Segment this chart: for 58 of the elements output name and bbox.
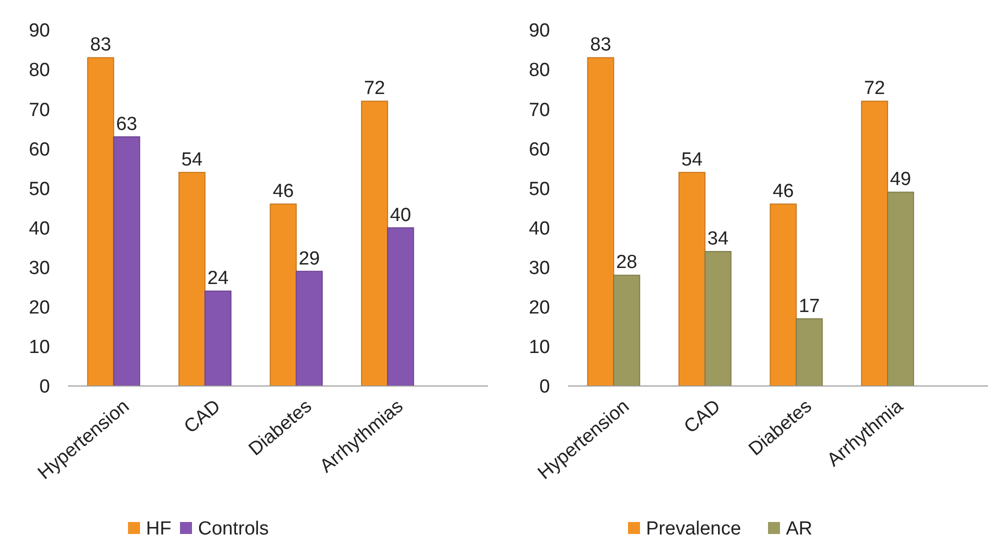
bar <box>678 172 706 386</box>
bar <box>887 192 914 386</box>
y-tick-label: 60 <box>28 139 50 160</box>
x-tick-label: CAD <box>180 396 225 438</box>
y-tick-label: 80 <box>528 60 550 82</box>
data-label: 46 <box>272 181 294 202</box>
y-tick-label: 30 <box>28 258 50 279</box>
y-tick-label: 40 <box>528 218 550 240</box>
y-tick-label: 10 <box>528 337 550 358</box>
data-label: 17 <box>798 296 820 317</box>
bar <box>178 172 206 386</box>
data-label: 83 <box>590 34 612 56</box>
y-tick-label: 20 <box>528 298 550 319</box>
legend-label: HF <box>146 518 172 540</box>
data-label: 29 <box>298 248 320 270</box>
bar <box>270 204 297 386</box>
bar <box>770 204 797 386</box>
data-label: 28 <box>616 252 638 274</box>
y-tick-label: 90 <box>528 20 550 42</box>
data-label: 46 <box>772 181 794 202</box>
y-tick-label: 0 <box>39 376 50 398</box>
data-label: 63 <box>116 114 138 135</box>
bar <box>361 100 388 386</box>
data-label: 72 <box>364 78 386 100</box>
y-tick-label: 20 <box>28 298 50 319</box>
y-tick-label: 70 <box>528 100 550 121</box>
y-tick-label: 50 <box>528 178 550 200</box>
legend-label: Prevalence <box>646 518 742 540</box>
bar <box>704 251 732 386</box>
data-label: 24 <box>207 268 229 290</box>
bar <box>204 290 232 386</box>
data-label: 40 <box>390 204 412 226</box>
bar <box>113 136 140 386</box>
bar <box>796 318 823 386</box>
y-tick-label: 60 <box>528 139 550 160</box>
data-label: 34 <box>707 228 729 250</box>
bar <box>587 57 614 386</box>
data-label: 54 <box>681 149 703 170</box>
legend-label: AR <box>786 518 812 540</box>
y-tick-label: 40 <box>28 218 50 240</box>
y-tick-label: 10 <box>28 337 50 358</box>
y-tick-label: 80 <box>28 60 50 82</box>
bar <box>296 270 323 386</box>
data-label: 72 <box>864 78 886 100</box>
y-tick-label: 90 <box>28 20 50 42</box>
y-tick-label: 50 <box>28 178 50 200</box>
data-label: 83 <box>90 34 112 56</box>
bar <box>861 100 888 386</box>
y-tick-label: 30 <box>528 258 550 279</box>
data-label: 54 <box>181 149 203 170</box>
y-tick-label: 0 <box>539 376 550 398</box>
bar <box>613 274 640 386</box>
data-label: 49 <box>890 169 912 190</box>
bar <box>387 227 414 386</box>
bar <box>87 57 114 386</box>
legend-label: Controls <box>198 518 269 540</box>
x-tick-label: CAD <box>680 396 725 438</box>
y-tick-label: 70 <box>28 100 50 121</box>
